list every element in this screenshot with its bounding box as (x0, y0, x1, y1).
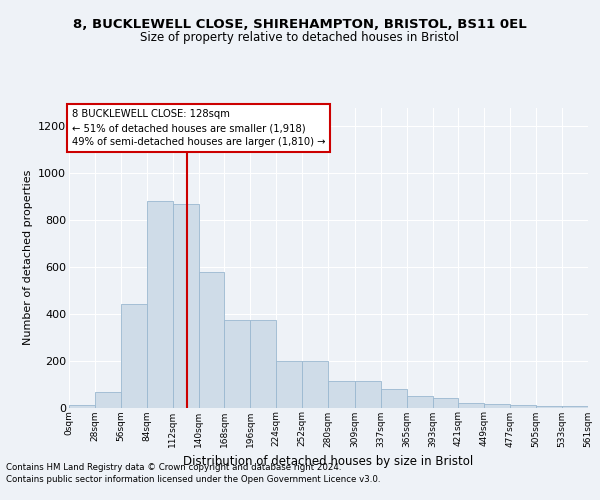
Bar (484, 404, 510, 407)
Bar (458, 403, 484, 407)
Text: Size of property relative to detached houses in Bristol: Size of property relative to detached ho… (140, 31, 460, 44)
Text: Contains public sector information licensed under the Open Government Licence v3: Contains public sector information licen… (6, 475, 380, 484)
Text: 8, BUCKLEWELL CLOSE, SHIREHAMPTON, BRISTOL, BS11 0EL: 8, BUCKLEWELL CLOSE, SHIREHAMPTON, BRIST… (73, 18, 527, 30)
Bar (510, 404, 536, 407)
Text: Contains HM Land Registry data © Crown copyright and database right 2024.: Contains HM Land Registry data © Crown c… (6, 462, 341, 471)
Bar (95, 392, 121, 407)
Bar (328, 380, 355, 407)
Bar (173, 204, 199, 408)
Bar (147, 201, 173, 408)
Bar (276, 360, 302, 408)
Text: 8 BUCKLEWELL CLOSE: 128sqm
← 51% of detached houses are smaller (1,918)
49% of s: 8 BUCKLEWELL CLOSE: 128sqm ← 51% of deta… (71, 109, 325, 147)
X-axis label: Distribution of detached houses by size in Bristol: Distribution of detached houses by size … (184, 455, 473, 468)
Bar (433, 398, 458, 407)
Bar (199, 272, 224, 407)
Y-axis label: Number of detached properties: Number of detached properties (23, 170, 32, 345)
Bar (302, 360, 328, 408)
Bar (562, 406, 588, 408)
Bar (536, 406, 562, 407)
Bar (355, 380, 381, 407)
Bar (121, 304, 147, 408)
Bar (407, 396, 433, 407)
Bar (224, 320, 250, 408)
Bar (69, 404, 95, 407)
Bar (381, 389, 407, 407)
Bar (250, 320, 276, 408)
